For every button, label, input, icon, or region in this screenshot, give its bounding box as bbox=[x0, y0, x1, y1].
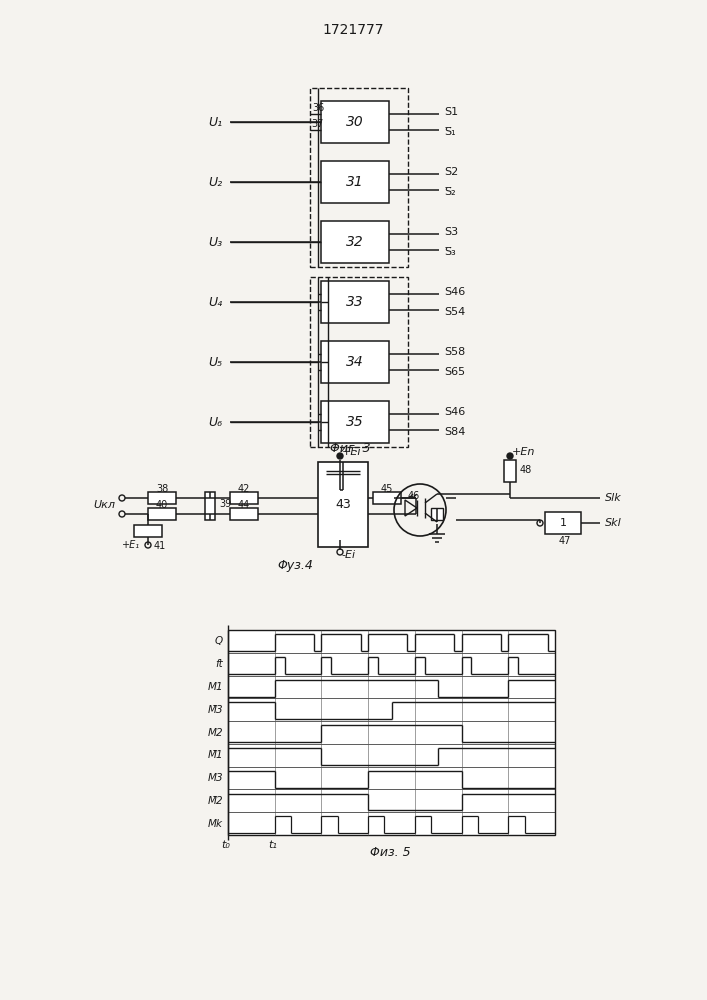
Text: 46: 46 bbox=[408, 491, 420, 501]
Text: t₁: t₁ bbox=[268, 840, 277, 850]
Text: Φуз.4: Φуз.4 bbox=[277, 558, 313, 572]
Text: +E₁: +E₁ bbox=[122, 540, 140, 550]
Text: 47: 47 bbox=[559, 536, 571, 546]
Circle shape bbox=[507, 453, 513, 459]
Text: 35: 35 bbox=[346, 415, 364, 429]
Text: t₀: t₀ bbox=[221, 840, 230, 850]
Text: S1: S1 bbox=[444, 107, 458, 117]
Text: +En: +En bbox=[512, 447, 535, 457]
Text: 38: 38 bbox=[156, 484, 168, 494]
Text: Φиз. 5: Φиз. 5 bbox=[370, 846, 410, 858]
Text: M2: M2 bbox=[207, 728, 223, 738]
Text: 36: 36 bbox=[312, 103, 324, 113]
Text: S̅₂: S̅₂ bbox=[444, 187, 455, 197]
Text: 34: 34 bbox=[346, 355, 364, 369]
Bar bbox=[310, 277, 408, 447]
Text: 43: 43 bbox=[335, 498, 351, 511]
Bar bbox=[545, 512, 581, 534]
Text: Q: Q bbox=[215, 636, 223, 646]
Text: 44: 44 bbox=[238, 500, 250, 510]
Bar bbox=[205, 492, 215, 520]
Text: 1721777: 1721777 bbox=[322, 23, 384, 37]
Text: ft: ft bbox=[215, 659, 223, 669]
Text: S̅₃: S̅₃ bbox=[444, 247, 456, 257]
Text: U₁: U₁ bbox=[208, 115, 222, 128]
Text: 42: 42 bbox=[238, 484, 250, 494]
Text: 48: 48 bbox=[520, 465, 532, 475]
Text: 1: 1 bbox=[559, 518, 566, 528]
Bar bbox=[148, 492, 176, 504]
Text: 30: 30 bbox=[346, 115, 364, 129]
Bar bbox=[431, 508, 443, 520]
Bar bbox=[134, 525, 162, 537]
Text: +Ei: +Ei bbox=[342, 447, 361, 457]
Bar bbox=[230, 508, 258, 520]
Text: U₂: U₂ bbox=[208, 176, 222, 188]
Bar bbox=[373, 492, 401, 504]
Bar bbox=[321, 101, 389, 143]
Text: Mk: Mk bbox=[208, 819, 223, 829]
Text: M̄1: M̄1 bbox=[207, 750, 223, 760]
Text: S58: S58 bbox=[444, 347, 465, 357]
Text: Slk: Slk bbox=[605, 493, 621, 503]
Bar bbox=[321, 401, 389, 443]
Text: Φиг. 3: Φиг. 3 bbox=[329, 442, 370, 454]
Text: 37: 37 bbox=[312, 119, 325, 129]
Text: 40: 40 bbox=[156, 500, 168, 510]
Text: Skl: Skl bbox=[605, 518, 621, 528]
Text: U₃: U₃ bbox=[208, 235, 222, 248]
Text: 31: 31 bbox=[346, 175, 364, 189]
Bar bbox=[230, 492, 258, 504]
Text: M̄3: M̄3 bbox=[207, 705, 223, 715]
Text: M3: M3 bbox=[207, 773, 223, 783]
Text: 41: 41 bbox=[154, 541, 166, 551]
Text: U₄: U₄ bbox=[208, 296, 222, 308]
Text: 39: 39 bbox=[219, 499, 231, 509]
Bar bbox=[228, 630, 555, 835]
Text: S65: S65 bbox=[444, 367, 465, 377]
Text: 32: 32 bbox=[346, 235, 364, 249]
Text: 33: 33 bbox=[346, 295, 364, 309]
Text: S3: S3 bbox=[444, 227, 458, 237]
Text: -Ei: -Ei bbox=[342, 550, 356, 560]
Text: U₅: U₅ bbox=[208, 356, 222, 368]
Text: S46: S46 bbox=[444, 287, 465, 297]
Text: U₆: U₆ bbox=[208, 416, 222, 428]
Text: M1: M1 bbox=[207, 682, 223, 692]
Text: S54: S54 bbox=[444, 307, 465, 317]
Bar bbox=[321, 341, 389, 383]
Circle shape bbox=[337, 453, 343, 459]
Bar bbox=[321, 161, 389, 203]
Text: M̄2: M̄2 bbox=[207, 796, 223, 806]
Text: 45: 45 bbox=[381, 484, 393, 494]
Bar bbox=[321, 281, 389, 323]
Bar bbox=[148, 508, 176, 520]
Text: Uкл: Uкл bbox=[93, 500, 115, 510]
Text: S2: S2 bbox=[444, 167, 458, 177]
Text: S84: S84 bbox=[444, 427, 465, 437]
Bar bbox=[504, 460, 516, 482]
Text: S46: S46 bbox=[444, 407, 465, 417]
Bar bbox=[318, 462, 368, 547]
Text: S̅₁: S̅₁ bbox=[444, 127, 455, 137]
Bar bbox=[321, 221, 389, 263]
Bar bbox=[310, 88, 408, 267]
